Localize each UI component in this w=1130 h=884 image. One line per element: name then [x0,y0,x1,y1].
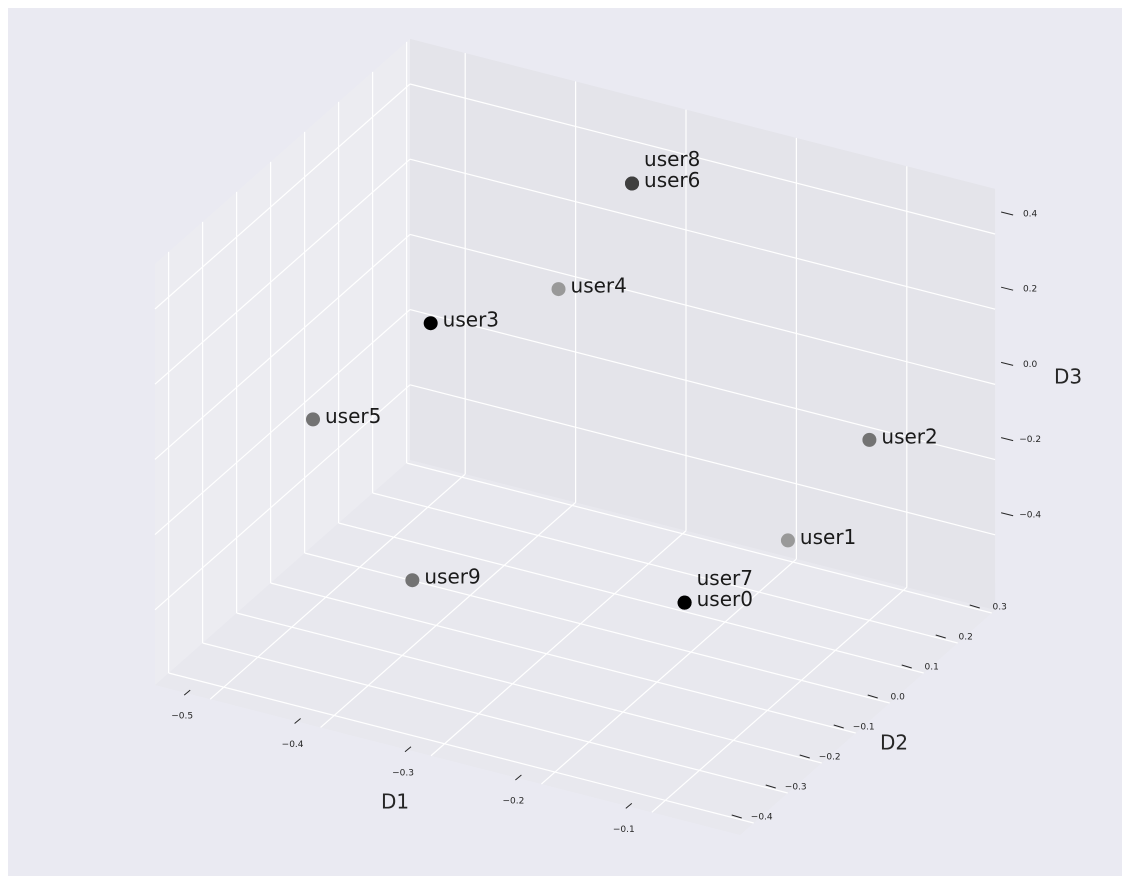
point-label: user0 [697,587,753,611]
x-tick-mark [515,774,522,781]
grid-line [406,462,992,614]
point [551,282,566,297]
point [306,412,320,427]
grid-line [651,586,908,813]
y-tick-label: 0.0 [891,692,906,702]
point-label: user2 [881,424,937,448]
grid-line [304,552,890,704]
point-label: user9 [424,565,480,589]
y-tick-mark [731,814,742,819]
grid-line [409,384,996,536]
y-tick-label: −0.1 [853,722,875,732]
point-label: user3 [443,308,499,332]
y-tick-label: −0.4 [751,812,773,822]
point [625,176,640,191]
left-pane [155,38,410,685]
grid-line [154,384,411,611]
z-tick-label: 0.0 [1023,360,1038,370]
grid-line [372,492,958,644]
point-label: user7 [697,566,753,590]
z-axis-label: D3 [1054,365,1082,389]
x-tick-label: −0.2 [502,797,524,807]
point-label: user6 [644,168,700,192]
ticks: −0.5 −0.4 −0.3 −0.2 −0.1 −0.4 −0.3 −0.2 −0.1 0.0 0… [171,209,1041,834]
z-tick-mark [1000,361,1014,366]
z-tick-label: −0.2 [1019,435,1041,445]
grid-line [154,83,411,310]
x-tick-mark [625,802,633,809]
y-tick-label: −0.2 [819,752,841,762]
z-tick-mark [1000,512,1014,517]
x-axis-label: D1 [381,790,409,814]
point [677,595,692,610]
z-tick-mark [1000,437,1014,442]
point-label: user5 [325,404,381,428]
floor-pane [155,460,996,835]
y-axis-label: D2 [880,731,908,755]
x-tick-mark [294,718,301,724]
grid-line [430,530,687,757]
z-tick-label: 0.4 [1023,209,1038,219]
z-tick-mark [1000,286,1014,291]
z-tick-label: 0.2 [1023,285,1037,295]
z-tick-label: −0.4 [1019,510,1041,520]
grid-line [202,642,788,794]
grid [154,41,996,824]
point-label: user4 [571,274,627,298]
grid-line [409,158,996,310]
point [405,573,420,588]
panes [155,38,996,835]
y-tick-label: 0.1 [925,662,939,672]
point [780,533,795,548]
grid-line [409,233,996,385]
y-tick-mark [935,634,946,639]
point-label: user8 [644,147,700,171]
grid-line [154,233,411,460]
y-tick-mark [969,604,980,609]
point [862,432,877,447]
y-tick-mark [867,694,878,699]
point-label: user1 [800,525,856,549]
x-tick-label: −0.3 [392,768,414,778]
grid-line [154,309,411,536]
x-tick-label: −0.4 [282,740,304,750]
y-tick-label: 0.3 [993,602,1007,612]
grid-line [154,158,411,385]
x-tick-label: −0.1 [613,825,635,835]
grid-line [236,612,822,764]
x-tick-label: −0.5 [171,712,193,722]
back-pane [410,38,996,610]
y-tick-mark [833,724,844,729]
grid-line [320,502,576,728]
grid-line [409,309,996,461]
y-tick-mark [799,754,810,759]
points: user0 user1 user2 user3 user4 user5 user6 user7… [306,147,938,611]
grid-line [168,672,754,824]
point [423,316,438,331]
grid-line [541,558,797,785]
grid-line [338,522,924,674]
grid-line [409,83,996,235]
y-tick-label: 0.2 [959,632,973,642]
grid-line [209,473,466,700]
y-tick-mark [901,664,912,669]
z-tick-mark [1000,211,1014,216]
y-tick-label: −0.3 [785,782,807,792]
x-tick-mark [183,689,191,696]
x-tick-mark [404,746,412,753]
y-tick-mark [765,784,776,789]
grid-line [270,582,856,734]
